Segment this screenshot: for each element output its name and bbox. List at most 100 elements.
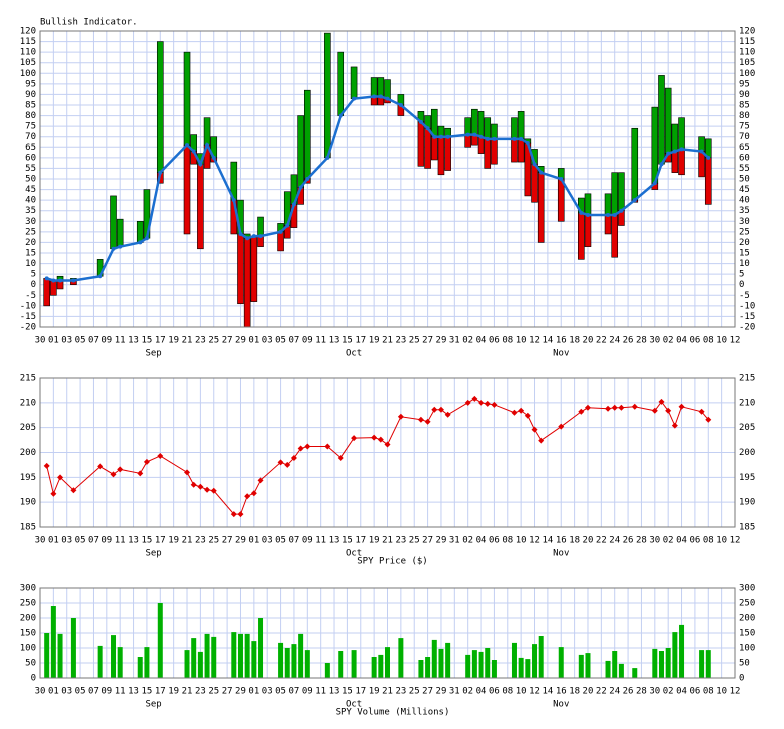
price-point xyxy=(210,487,217,494)
x-tick-label: 27 xyxy=(222,336,233,346)
price-point xyxy=(671,422,678,429)
y-tick-label: -20 xyxy=(20,323,36,333)
volume-bar xyxy=(632,668,638,678)
down-bar xyxy=(444,136,451,171)
down-bar xyxy=(577,212,585,260)
volume-bar xyxy=(251,641,257,678)
up-bar xyxy=(464,117,471,135)
down-bar xyxy=(484,138,492,169)
price-point xyxy=(611,404,618,411)
up-bar xyxy=(671,123,679,152)
indicator-point xyxy=(485,136,490,141)
indicator-point xyxy=(71,278,76,283)
volume-bar xyxy=(431,639,437,678)
volume-bar xyxy=(304,650,310,678)
x-tick-label: 05 xyxy=(75,536,86,546)
volume-bar xyxy=(445,642,451,678)
x-tick-label: 17 xyxy=(355,336,366,346)
y-tick-label: 45 xyxy=(25,185,36,195)
volume-bar xyxy=(237,633,243,678)
price-point xyxy=(237,511,244,518)
y-tick-label: 100 xyxy=(20,69,36,79)
x-tick-label: 20 xyxy=(583,687,594,697)
indicator-point xyxy=(385,96,390,101)
x-tick-label: 03 xyxy=(61,536,72,546)
x-tick-label: 01 xyxy=(48,687,59,697)
price-point xyxy=(244,493,251,500)
x-tick-label: 29 xyxy=(436,687,447,697)
price-point xyxy=(631,403,638,410)
x-tick-label: 14 xyxy=(542,536,553,546)
x-tick-label: 06 xyxy=(489,336,500,346)
price-point xyxy=(531,426,538,433)
volume-bar xyxy=(438,648,444,678)
x-tick-label: 04 xyxy=(676,687,687,697)
down-bar xyxy=(43,278,50,307)
indicator-point xyxy=(278,229,283,234)
x-tick-label: 07 xyxy=(88,336,99,346)
x-tick-label: 05 xyxy=(75,336,86,346)
price-point xyxy=(137,470,144,477)
up-bar xyxy=(304,89,311,180)
price-point xyxy=(204,486,211,493)
volume-bar xyxy=(705,650,711,678)
x-tick-label: 23 xyxy=(195,336,206,346)
x-tick-label: 06 xyxy=(689,536,700,546)
volume-bar xyxy=(371,657,377,678)
price-point xyxy=(184,469,191,476)
volume-bar xyxy=(378,654,384,678)
x-tick-label: 15 xyxy=(342,336,353,346)
month-label: Sep xyxy=(145,700,161,710)
x-tick-label: 24 xyxy=(609,336,620,346)
y-tick-label: 215 xyxy=(739,374,755,384)
indicator-point xyxy=(659,162,664,167)
y-tick-label: 85 xyxy=(25,101,36,111)
x-tick-label: 30 xyxy=(649,536,660,546)
x-tick-label: 08 xyxy=(502,336,513,346)
y-tick-label: 80 xyxy=(739,111,750,121)
up-bar xyxy=(116,218,124,247)
x-tick-label: 23 xyxy=(195,536,206,546)
indicator-point xyxy=(706,155,711,160)
y-tick-label: 150 xyxy=(739,629,755,639)
y-tick-label: -15 xyxy=(20,312,36,322)
x-tick-label: 26 xyxy=(623,336,634,346)
volume-bar xyxy=(291,644,297,678)
y-tick-label: 50 xyxy=(739,175,750,185)
down-bar xyxy=(557,178,565,222)
x-tick-label: 28 xyxy=(636,687,647,697)
x-tick-label: 08 xyxy=(703,336,714,346)
x-tick-label: 06 xyxy=(689,687,700,697)
price-point xyxy=(524,412,531,419)
x-tick-label: 12 xyxy=(529,687,540,697)
x-tick-label: 01 xyxy=(48,536,59,546)
y-tick-label: 205 xyxy=(20,423,36,433)
up-bar xyxy=(377,77,385,97)
down-bar xyxy=(50,280,57,296)
indicator-point xyxy=(559,177,564,181)
volume-bar xyxy=(137,657,143,678)
y-tick-label: 105 xyxy=(739,58,755,68)
month-label: Oct xyxy=(346,349,362,359)
x-tick-label: 10 xyxy=(716,336,727,346)
volume-bar xyxy=(525,659,531,678)
price-point xyxy=(70,487,77,494)
x-tick-label: 26 xyxy=(623,536,634,546)
indicator-point xyxy=(445,134,450,139)
y-tick-label: 45 xyxy=(739,185,750,195)
y-tick-label: 30 xyxy=(25,217,36,227)
x-tick-label: 12 xyxy=(730,336,741,346)
volume-bar xyxy=(518,657,524,678)
indicator-point xyxy=(525,141,530,146)
price-point xyxy=(197,483,204,490)
down-bar xyxy=(491,138,498,165)
y-tick-label: 95 xyxy=(25,79,36,89)
indicator-point xyxy=(512,136,517,141)
up-bar xyxy=(477,111,485,138)
price-point xyxy=(257,477,264,484)
x-tick-label: 08 xyxy=(502,536,513,546)
x-tick-label: 27 xyxy=(222,687,233,697)
x-tick-label: 17 xyxy=(155,536,166,546)
x-tick-label: 14 xyxy=(542,687,553,697)
volume-bar xyxy=(491,660,497,678)
